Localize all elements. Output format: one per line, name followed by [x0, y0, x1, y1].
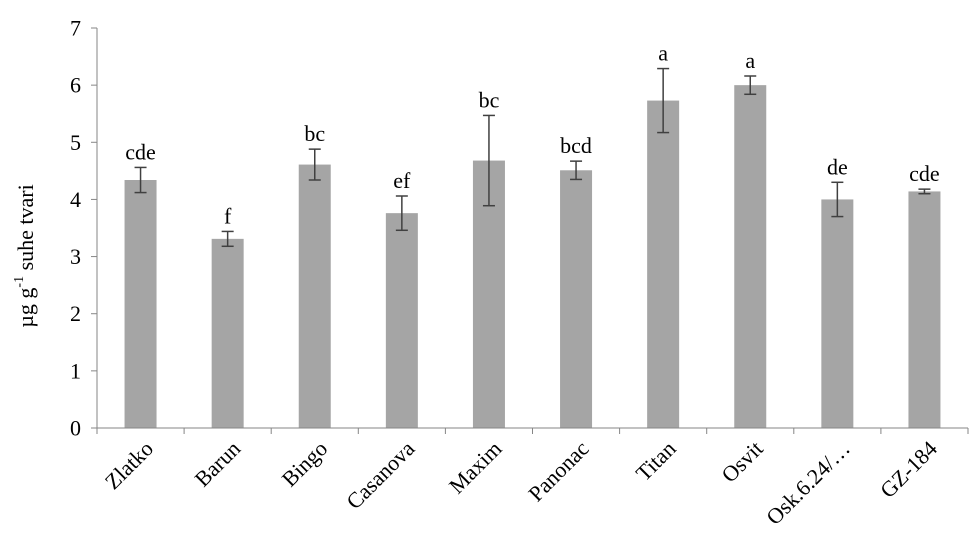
y-tick-label: 4 [70, 187, 81, 212]
y-tick-label: 7 [70, 16, 81, 41]
y-tick-label: 0 [70, 416, 81, 441]
bar-osk-6-24 [821, 199, 854, 428]
error-bar [657, 67, 670, 134]
x-axis-category-labels: Zlatko Barun Bingo Casanova Maxim Panonac Tita… [100, 436, 942, 530]
y-tick-label: 6 [70, 73, 81, 98]
significance-label: bc [479, 87, 500, 112]
error-bar [831, 181, 844, 218]
x-category-label: Titan [631, 436, 681, 486]
x-category-label: Casanova [341, 436, 419, 514]
y-tick-label: 1 [70, 358, 81, 383]
y-tick-label: 5 [70, 130, 81, 155]
significance-label: cde [909, 161, 940, 186]
significance-label: f [224, 203, 232, 228]
error-bar [918, 188, 931, 195]
y-axis-title-superscript: -1 [12, 276, 27, 288]
bar-casanova [385, 213, 418, 428]
significance-label: de [827, 154, 848, 179]
y-axis-title-main: µg g [13, 288, 38, 328]
error-bar [744, 75, 757, 96]
bar-osvit [734, 85, 767, 429]
x-category-label: Osk.6.24/… [761, 436, 855, 530]
x-category-label: Zlatko [100, 436, 158, 494]
significance-label: bc [304, 121, 325, 146]
error-bar [395, 195, 408, 232]
y-axis-title-group: µg g-1 suhe tvari [12, 184, 38, 328]
x-category-label: Bingo [277, 436, 333, 492]
significance-label: bcd [560, 133, 592, 158]
significance-label: ef [393, 168, 411, 193]
x-category-label: Barun [189, 436, 245, 492]
significance-label: a [658, 41, 668, 66]
bar-zlatko [124, 180, 157, 428]
error-bar [221, 230, 234, 248]
x-category-label: GZ-184 [875, 436, 942, 503]
error-bar [570, 160, 583, 181]
y-tick-label: 2 [70, 301, 81, 326]
y-axis-tick-labels: 0 1 2 3 4 5 6 7 [70, 16, 97, 441]
y-tick-label: 3 [70, 244, 81, 269]
x-category-label: Maxim [444, 436, 507, 499]
x-axis-tick-marks [96, 428, 969, 434]
significance-label: a [745, 48, 755, 73]
bar-bingo [298, 164, 331, 429]
x-category-label: Panonac [523, 436, 594, 507]
y-axis-title: µg g-1 suhe tvari [12, 184, 38, 328]
bar-gz-184 [908, 191, 941, 428]
significance-label: cde [125, 139, 156, 164]
error-bar [134, 166, 147, 194]
significance-labels: cde f bc ef bc bcd a a de cde [125, 41, 939, 229]
bars [124, 85, 941, 429]
y-axis-title-rest: suhe tvari [13, 184, 38, 276]
error-bar [308, 148, 321, 181]
x-category-label: Osvit [716, 436, 767, 487]
bar-panonac [560, 170, 593, 429]
bar-barun [211, 238, 244, 428]
bar-titan [647, 100, 680, 429]
error-bars [134, 67, 931, 248]
error-bar [482, 114, 495, 207]
